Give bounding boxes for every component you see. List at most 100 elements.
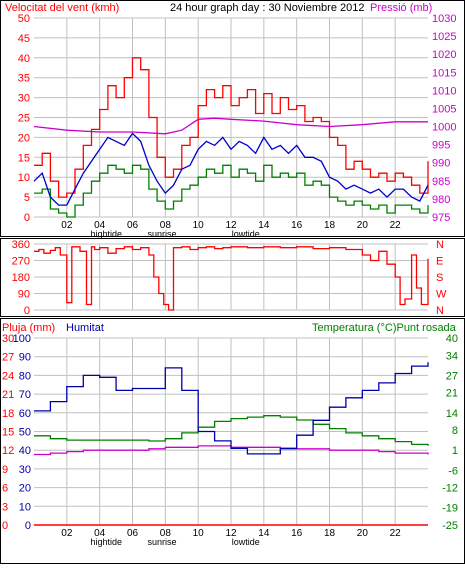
- wind-x-tick-label: 02: [61, 220, 73, 231]
- wind-y-tick-label: 25: [18, 113, 30, 125]
- wind-x-tick-label: 06: [127, 220, 139, 231]
- wind-direction-series-line: [34, 246, 429, 311]
- temperature-y-tick-label: -12: [442, 483, 458, 495]
- dir-compass-label: E: [436, 256, 443, 268]
- rain-y-tick-label: 12: [2, 445, 14, 457]
- wind-x-tick-label: 20: [357, 220, 369, 231]
- right-axis-title: Pressió (mb): [370, 2, 432, 14]
- dir-compass-label: W: [436, 289, 447, 301]
- temperature-y-tick-label: 1: [452, 445, 458, 457]
- humidity-y-tick-label: 0: [25, 520, 31, 532]
- wind-y-tick-label: 35: [18, 73, 30, 85]
- dir-y-tick-label: 180: [12, 272, 30, 284]
- temperature-y-tick-label: 8: [452, 425, 458, 437]
- pressure-y-tick-label: 985: [432, 176, 450, 188]
- rain-y-tick-label: 0: [2, 520, 8, 532]
- rain-y-tick-label: 21: [2, 389, 14, 401]
- wind-y-tick-label: 30: [18, 93, 30, 105]
- rain-y-tick-label: 9: [2, 464, 8, 476]
- dir-y-tick-label: 90: [18, 289, 30, 301]
- temperature-y-tick-label: 14: [446, 408, 458, 420]
- hum-event-label-sunrise: sunrise: [148, 537, 177, 547]
- temperature-y-tick-label: 40: [446, 333, 458, 345]
- pressure-y-tick-label: 1000: [432, 122, 456, 134]
- temperature-y-tick-label: 21: [446, 388, 458, 400]
- wind-y-tick-label: 5: [24, 192, 30, 204]
- hum-x-tick-label: 18: [324, 528, 336, 539]
- temperature-y-tick-label: 34: [446, 350, 458, 362]
- humidity-y-tick-label: 60: [19, 408, 31, 420]
- humidity-y-tick-label: 20: [19, 483, 31, 495]
- temperature-y-tick-label: -19: [442, 503, 458, 515]
- dir-y-tick-label: 270: [12, 256, 30, 268]
- event-label-sunrise: sunrise: [148, 229, 177, 239]
- wind-x-tick-label: 10: [193, 220, 205, 231]
- pressure-y-tick-label: 1025: [432, 31, 456, 43]
- pressure-y-tick-label: 1005: [432, 103, 456, 115]
- temperature-axis-title: Temperatura (°C)Punt rosada: [312, 322, 457, 334]
- rain-y-tick-label: 6: [2, 483, 8, 495]
- pressure-y-tick-label: 1020: [432, 49, 456, 61]
- wind-min-series-line: [34, 164, 429, 218]
- wind-y-tick-label: 45: [18, 33, 30, 45]
- wind-avg-series-line: [33, 132, 429, 206]
- wind-x-tick-label: 04: [94, 220, 106, 231]
- hum-x-tick-label: 10: [193, 528, 205, 539]
- hum-event-label-lowtide: lowtide: [232, 537, 260, 547]
- humidity-y-tick-label: 10: [19, 501, 31, 513]
- left-axis-title: Velocitat del vent (kmh): [5, 2, 119, 14]
- pressure-y-tick-label: 995: [432, 140, 450, 152]
- pressure-y-tick-label: 980: [432, 194, 450, 206]
- hum-x-tick-label: 06: [127, 528, 139, 539]
- dir-compass-label: S: [436, 272, 443, 284]
- humidity-y-tick-label: 80: [19, 370, 31, 382]
- humidity-y-tick-label: 50: [19, 427, 31, 439]
- pressure-y-tick-label: 1015: [432, 67, 456, 79]
- wind-x-tick-label: 12: [225, 220, 237, 231]
- hum-x-tick-label: 08: [160, 528, 172, 539]
- event-label-hightide: hightide: [90, 229, 122, 239]
- temperature-y-tick-label: -25: [442, 520, 458, 532]
- wind-y-tick-label: 50: [18, 13, 30, 25]
- dir-compass-label: N: [436, 239, 444, 251]
- rain-y-tick-label: 3: [2, 501, 8, 513]
- pressure-y-tick-label: 990: [432, 158, 450, 170]
- rain-y-tick-label: 30: [2, 333, 14, 345]
- humidity-series-line: [34, 362, 429, 455]
- hum-x-tick-label: 12: [225, 528, 237, 539]
- wind-y-tick-label: 10: [18, 172, 30, 184]
- temperature-y-tick-label: 27: [446, 370, 458, 382]
- wind-max-series-line: [34, 57, 429, 198]
- tick-label-layer: 0510152025303540455097598098599099510001…: [2, 13, 458, 547]
- temperature-y-tick-label: -6: [448, 465, 458, 477]
- pressure-series-line: [33, 117, 428, 135]
- temperature-series-line: [34, 415, 429, 446]
- wind-y-tick-label: 15: [18, 152, 30, 164]
- chart-title: 24 hour graph day : 30 Noviembre 2012: [170, 2, 364, 14]
- wind-x-tick-label: 22: [390, 220, 402, 231]
- hum-x-tick-label: 02: [61, 528, 73, 539]
- rain-axis-title: Pluja (mm): [2, 322, 55, 334]
- humidity-y-tick-label: 90: [19, 352, 31, 364]
- rain-y-tick-label: 15: [2, 427, 14, 439]
- rain-y-tick-label: 24: [2, 370, 14, 382]
- pressure-y-tick-label: 975: [432, 212, 450, 224]
- dir-y-tick-label: 360: [12, 239, 30, 251]
- humidity-y-tick-label: 70: [19, 389, 31, 401]
- pressure-y-tick-label: 1030: [432, 13, 456, 25]
- hum-x-tick-label: 14: [258, 528, 270, 539]
- humidity-y-tick-label: 100: [13, 333, 31, 345]
- hum-x-tick-label: 04: [94, 528, 106, 539]
- wind-y-tick-label: 40: [18, 53, 30, 65]
- humidity-axis-title: Humitat: [66, 322, 104, 334]
- hum-event-label-hightide: hightide: [90, 537, 122, 547]
- wind-x-tick-label: 18: [324, 220, 336, 231]
- pressure-y-tick-label: 1010: [432, 85, 456, 97]
- wind-x-tick-label: 14: [258, 220, 270, 231]
- hum-x-tick-label: 16: [291, 528, 303, 539]
- humidity-y-tick-label: 40: [19, 445, 31, 457]
- wind-y-tick-label: 0: [24, 212, 30, 224]
- rain-y-tick-label: 18: [2, 408, 14, 420]
